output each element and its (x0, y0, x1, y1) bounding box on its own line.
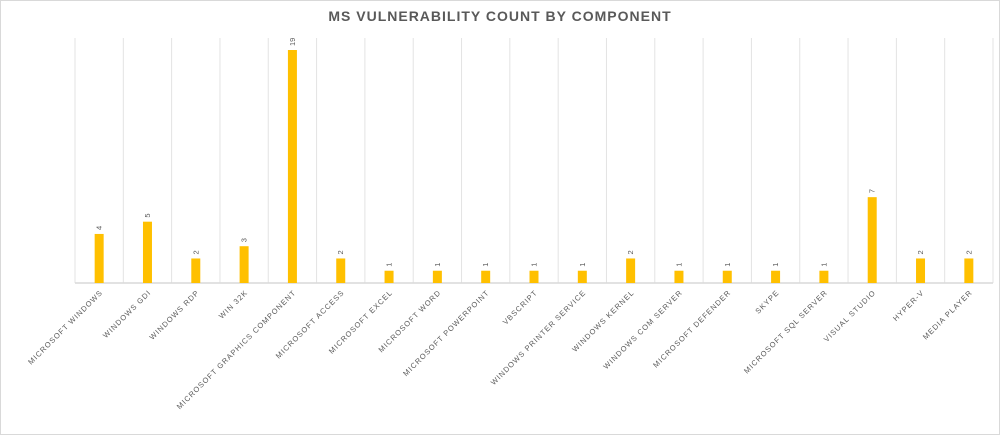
x-tick-label: VBSCRIPT (501, 288, 540, 327)
data-label: 4 (95, 226, 104, 230)
bar (722, 270, 732, 283)
data-label: 2 (191, 250, 200, 254)
data-label: 2 (916, 250, 925, 254)
data-label: 5 (143, 214, 152, 218)
data-label: 2 (964, 250, 973, 254)
x-tick-label: VISUAL STUDIO (822, 288, 878, 344)
x-tick-label: MICROSOFT POWERPOINT (401, 288, 491, 378)
bar (674, 270, 684, 283)
bar (384, 270, 394, 283)
data-label: 1 (530, 263, 539, 267)
bar (142, 221, 152, 283)
bar (191, 258, 201, 283)
x-tick-label: WINDOWS GDI (101, 288, 153, 340)
data-label: 1 (674, 263, 683, 267)
data-label: 1 (723, 263, 732, 267)
bar (239, 246, 249, 283)
data-label: 2 (626, 250, 635, 254)
data-label: 1 (481, 263, 490, 267)
x-tick-label: HYPER-V (891, 288, 926, 323)
bar (964, 258, 974, 283)
data-label: 2 (336, 250, 345, 254)
bar (867, 197, 877, 283)
data-label: 7 (868, 189, 877, 193)
bar (336, 258, 346, 283)
bar (626, 258, 636, 283)
x-tick-label: WINDOWS PRINTER SERVICE (489, 288, 588, 387)
bar (481, 270, 491, 283)
bar (577, 270, 587, 283)
data-label: 1 (771, 263, 780, 267)
bar (916, 258, 926, 283)
bar (529, 270, 539, 283)
data-label: 1 (578, 263, 587, 267)
bar (771, 270, 781, 283)
x-tick-label: MICROSOFT SQL SERVER (742, 288, 829, 375)
chart-title: MS VULNERABILITY COUNT BY COMPONENT (328, 8, 672, 24)
x-tick-label: MEDIA PLAYER (921, 288, 974, 341)
x-tick-label: MICROSOFT WINDOWS (26, 288, 104, 366)
x-tick-label: SKYPE (753, 288, 781, 316)
data-label: 1 (385, 263, 394, 267)
bar (819, 270, 829, 283)
bar (432, 270, 442, 283)
x-tick-label: WINDOWS RDP (148, 288, 202, 342)
x-tick-label: WINDOWS COM SERVER (601, 288, 684, 371)
data-label: 1 (819, 263, 828, 267)
data-label: 19 (288, 38, 297, 46)
bar (287, 50, 297, 283)
data-label: 3 (240, 238, 249, 242)
x-tick-label: MICROSOFT DEFENDER (651, 288, 732, 369)
x-tick-label: WIN 32K (217, 288, 250, 321)
data-label: 1 (433, 263, 442, 267)
bar (94, 233, 104, 283)
